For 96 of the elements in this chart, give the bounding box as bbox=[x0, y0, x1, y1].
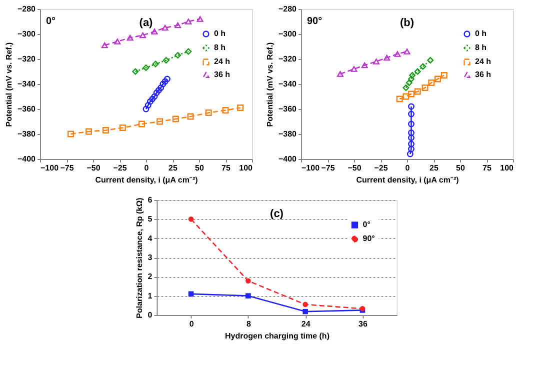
x-tick-label: 36 bbox=[358, 320, 368, 328]
point bbox=[350, 66, 358, 72]
point bbox=[408, 146, 414, 152]
point bbox=[394, 51, 401, 57]
legend-label: 0 h bbox=[475, 29, 487, 38]
point bbox=[420, 63, 426, 70]
point bbox=[408, 76, 414, 82]
point bbox=[402, 84, 410, 91]
point bbox=[440, 72, 448, 78]
x-tick-label: 100 bbox=[500, 164, 514, 172]
y-axis-title: Polarization resistance, Rp (kΩ) bbox=[134, 197, 144, 318]
y-axis-title: Potential (mV vs. Ref.) bbox=[265, 42, 274, 127]
point bbox=[408, 130, 414, 136]
x-tick-label: 25 bbox=[168, 164, 178, 172]
point bbox=[336, 71, 344, 77]
y-tick-label: 1 bbox=[148, 291, 153, 300]
point bbox=[408, 134, 414, 141]
x-tick-label: −50 bbox=[348, 164, 362, 172]
text: (a) bbox=[139, 17, 154, 29]
text: (b) bbox=[400, 17, 414, 29]
legend-label: 24 h bbox=[475, 57, 492, 66]
y-tick-label: −300 bbox=[17, 30, 36, 38]
point bbox=[404, 48, 410, 54]
point bbox=[408, 140, 414, 148]
point bbox=[406, 80, 412, 86]
y-tick-label: −340 bbox=[17, 80, 36, 88]
legend-label: 8 h bbox=[475, 43, 487, 52]
legend-label: 8 h bbox=[214, 43, 226, 52]
point bbox=[188, 216, 194, 222]
point bbox=[428, 80, 435, 86]
point bbox=[302, 302, 308, 308]
point bbox=[414, 88, 421, 95]
point bbox=[373, 58, 380, 64]
point bbox=[408, 90, 414, 98]
x-tick-label: 0 bbox=[405, 164, 410, 172]
x-tick-label: 50 bbox=[456, 164, 466, 172]
point bbox=[434, 76, 441, 82]
y-tick-label: 2 bbox=[148, 272, 153, 282]
y-tick-label: −320 bbox=[17, 54, 36, 64]
point bbox=[408, 120, 414, 128]
y-tick-label: −400 bbox=[17, 154, 36, 164]
y-tick-label: 4 bbox=[148, 234, 153, 243]
x-axis-title: Current density, i (μA cm⁻²) bbox=[356, 176, 460, 184]
point bbox=[246, 278, 251, 284]
point bbox=[396, 96, 403, 102]
y-tick-label: −380 bbox=[17, 130, 36, 138]
x-axis-title: Hydrogen charging time (h) bbox=[225, 332, 330, 340]
legend-label: 24 h bbox=[214, 57, 230, 66]
annotation: 90° bbox=[307, 16, 322, 27]
x-tick-label: 75 bbox=[222, 164, 231, 172]
annotation: 0° bbox=[46, 16, 56, 27]
point bbox=[408, 110, 414, 118]
y-tick-label: −280 bbox=[278, 4, 298, 14]
point bbox=[422, 84, 428, 91]
x-tick-label: −75 bbox=[60, 164, 74, 172]
legend-label: 90° bbox=[362, 234, 375, 243]
legend-label: 0° bbox=[362, 220, 370, 229]
y-tick-label: −320 bbox=[278, 54, 298, 64]
point bbox=[302, 308, 308, 314]
y-tick-label: −380 bbox=[278, 130, 298, 138]
point bbox=[414, 68, 421, 75]
y-tick-label: −360 bbox=[278, 104, 298, 114]
legend-label: 36 h bbox=[214, 70, 230, 79]
x-tick-label: 8 bbox=[246, 320, 252, 328]
point bbox=[384, 54, 390, 61]
legend-label: 0 h bbox=[214, 29, 226, 38]
y-tick-label: −360 bbox=[17, 104, 36, 114]
x-tick-label: −75 bbox=[321, 164, 336, 172]
point bbox=[361, 62, 368, 68]
y-tick-label: 0 bbox=[148, 310, 153, 320]
y-tick-label: 6 bbox=[148, 196, 153, 204]
point bbox=[402, 93, 410, 100]
x-tick-label: 24 bbox=[301, 320, 311, 328]
y-tick-label: −280 bbox=[17, 4, 36, 14]
x-tick-label: −100 bbox=[40, 164, 60, 172]
y-tick-label: 5 bbox=[148, 214, 153, 224]
point bbox=[246, 293, 251, 298]
text: (c) bbox=[270, 208, 284, 220]
y-axis-title: Potential (mV vs. Ref.) bbox=[4, 42, 14, 127]
y-tick-label: −300 bbox=[278, 30, 298, 38]
point bbox=[427, 57, 434, 64]
x-tick-label: 75 bbox=[482, 164, 492, 172]
x-tick-label: −100 bbox=[302, 164, 320, 172]
x-tick-label: 25 bbox=[430, 164, 439, 172]
x-axis-title: Current density, i (μA cm⁻²) bbox=[95, 176, 198, 184]
x-tick-label: 0 bbox=[189, 320, 194, 328]
y-tick-label: 3 bbox=[148, 253, 153, 262]
x-tick-label: −50 bbox=[86, 164, 101, 172]
y-tick-label: −340 bbox=[278, 80, 298, 88]
point bbox=[409, 72, 416, 78]
x-tick-label: 50 bbox=[195, 164, 204, 172]
x-tick-label: −25 bbox=[113, 164, 128, 172]
legend-label: 36 h bbox=[475, 70, 492, 79]
y-tick-label: −400 bbox=[278, 154, 298, 164]
x-tick-label: 100 bbox=[239, 164, 254, 172]
x-tick-label: −25 bbox=[374, 164, 388, 172]
